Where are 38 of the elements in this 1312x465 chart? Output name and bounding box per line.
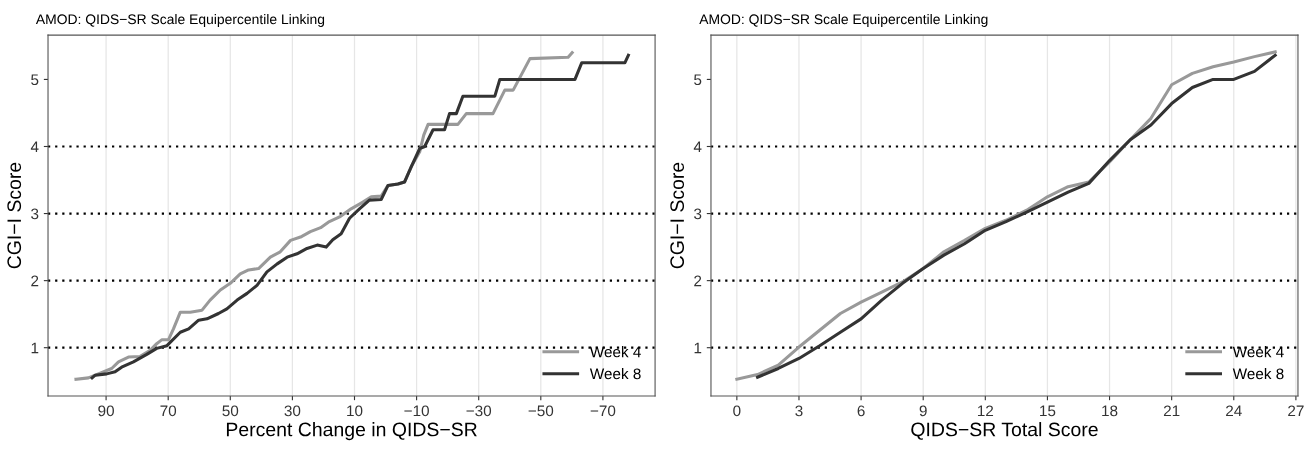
- y-tick-label: 1: [31, 342, 39, 354]
- y-tick-label: 2: [694, 275, 702, 287]
- x-tick-label: 0: [733, 405, 741, 417]
- x-tick-label: 18: [1102, 405, 1118, 417]
- x-axis-title: Percent Change in QIDS−SR: [226, 422, 477, 441]
- y-tick-label: 2: [31, 275, 39, 287]
- x-tick-label: 50: [222, 405, 239, 417]
- x-tick-label: 9: [919, 405, 927, 417]
- x-tick-label: 3: [795, 405, 803, 417]
- x-tick-label: 90: [98, 405, 114, 417]
- chart-title: AMOD: QIDS−SR Scale Equipercentile Linking: [699, 13, 988, 27]
- x-tick-label: −50: [528, 405, 554, 417]
- x-tick-label: 70: [160, 405, 177, 417]
- x-tick-label: −70: [590, 405, 616, 417]
- x-axis-title: QIDS−SR Total Score: [911, 422, 1098, 440]
- x-tick-label: 30: [284, 405, 301, 417]
- x-tick-label: −10: [404, 405, 429, 417]
- y-tick-label: 3: [694, 208, 702, 220]
- x-tick-label: 24: [1226, 405, 1242, 417]
- y-axis-title: CGI−I Score: [7, 162, 22, 269]
- y-tick-label: 1: [694, 342, 702, 354]
- x-tick-label: 15: [1040, 405, 1056, 417]
- x-tick-label: 6: [857, 405, 865, 417]
- legend-label: Week 4: [589, 346, 641, 358]
- chart-title: AMOD: QIDS−SR Scale Equipercentile Linking: [35, 13, 325, 27]
- x-tick-label: −30: [466, 405, 492, 417]
- legend-label: Week 8: [589, 368, 641, 380]
- y-tick-label: 3: [31, 208, 39, 220]
- y-tick-label: 4: [30, 141, 39, 153]
- x-tick-label: 27: [1288, 405, 1304, 417]
- y-tick-label: 5: [694, 74, 702, 86]
- x-tick-label: 21: [1163, 405, 1180, 417]
- x-tick-label: 12: [977, 405, 994, 417]
- x-tick-label: 10: [347, 405, 363, 417]
- legend-label: Week 8: [1232, 368, 1284, 380]
- y-tick-label: 5: [31, 74, 39, 86]
- y-tick-label: 4: [693, 141, 702, 153]
- y-axis-title: CGI−I Score: [670, 162, 685, 269]
